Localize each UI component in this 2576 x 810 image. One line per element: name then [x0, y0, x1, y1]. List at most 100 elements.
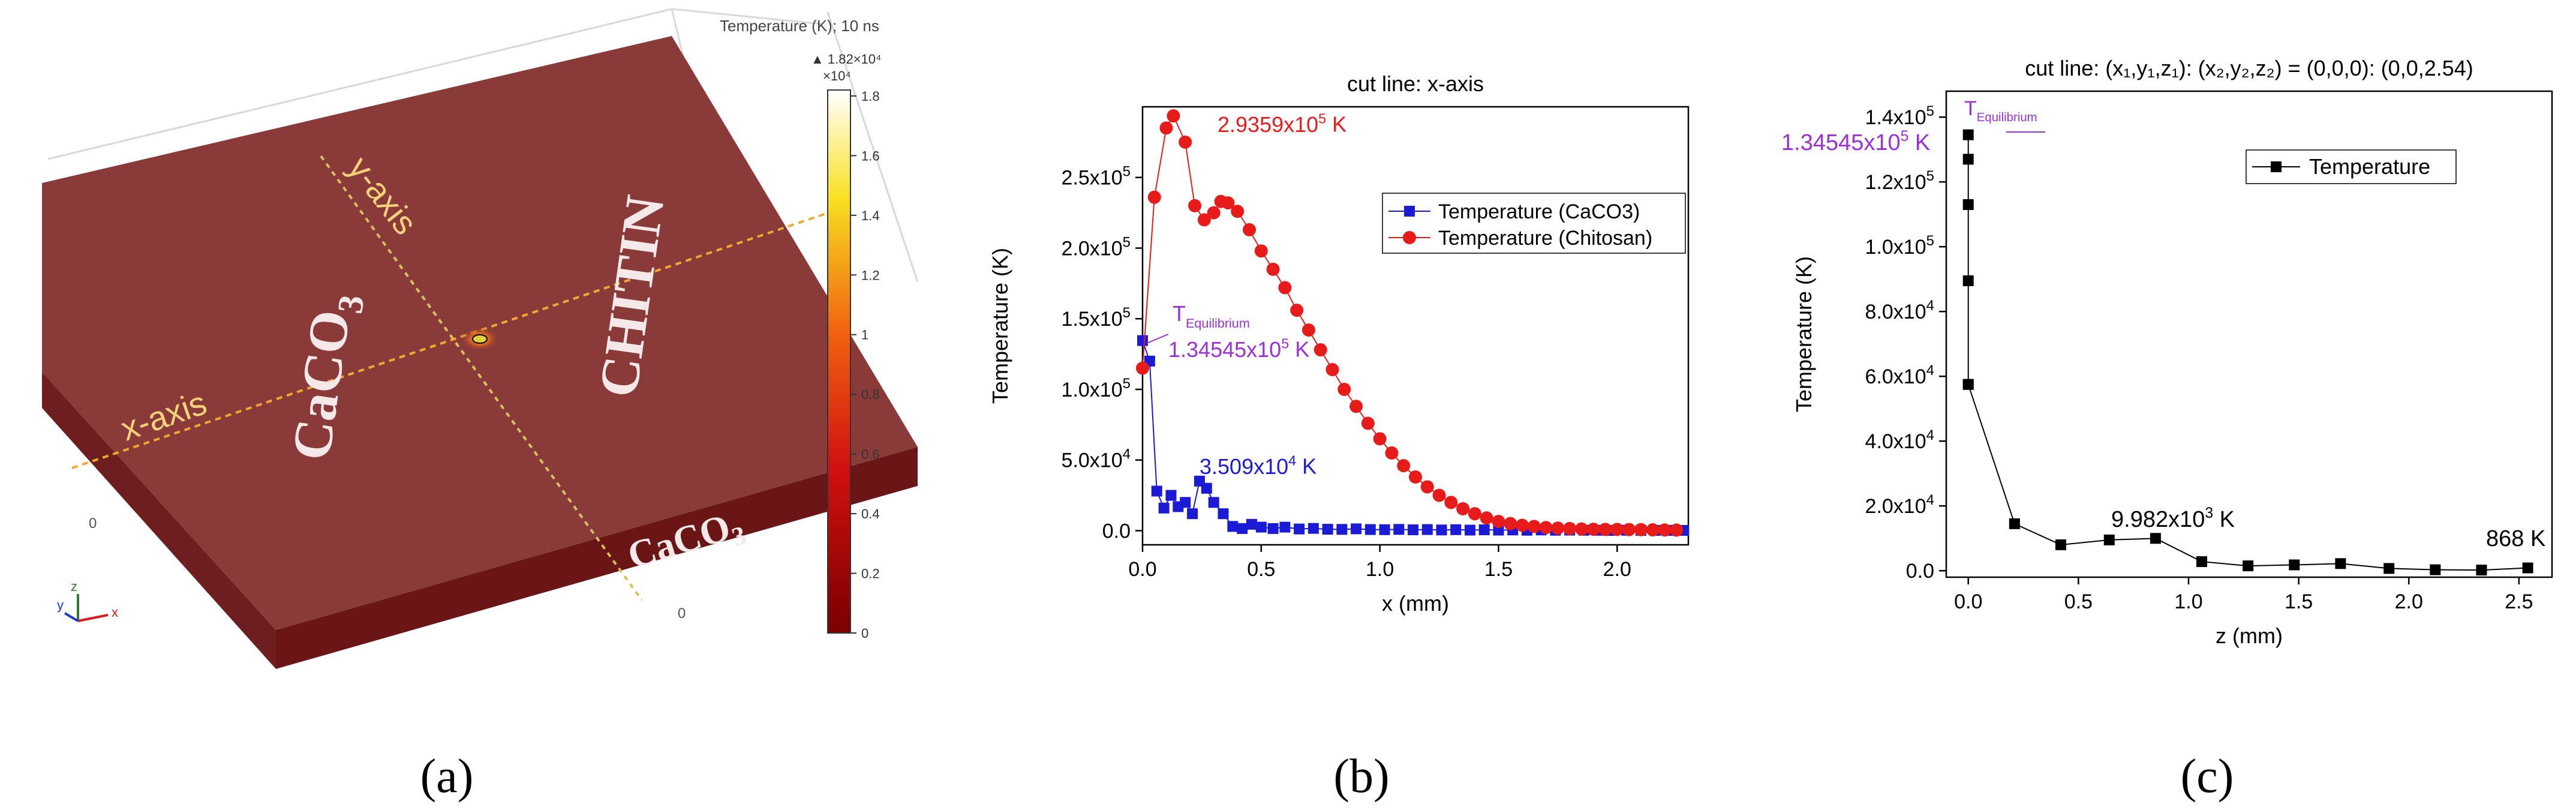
y-tick-label: 2.0x105 [1062, 234, 1131, 260]
legend-box [1382, 193, 1686, 254]
y-tick-label: 1.0x105 [1062, 376, 1131, 401]
data-point [1962, 379, 1974, 390]
data-point [1379, 524, 1390, 535]
annotation-peak-caco3: 3.509x104 K [1200, 453, 1316, 479]
data-point [1450, 524, 1462, 535]
data-point [1167, 109, 1180, 123]
data-point [1188, 199, 1202, 212]
data-point [1322, 524, 1333, 535]
annotation-end-value: 868 K [2486, 526, 2545, 551]
data-point [1243, 223, 1257, 236]
x-tick-label: 0.0 [1954, 590, 1982, 613]
data-point [2103, 534, 2115, 545]
data-point [1456, 502, 1470, 515]
data-point [1670, 523, 1684, 537]
data-point [1586, 523, 1600, 536]
legend-label: Temperature (Chitosan) [1438, 227, 1652, 250]
data-point [2522, 562, 2533, 574]
data-point [1622, 523, 1636, 536]
data-point [1436, 524, 1447, 536]
data-point [1393, 524, 1405, 535]
data-point [2009, 518, 2020, 529]
data-point [1408, 524, 1419, 536]
data-point [1962, 129, 1974, 140]
data-point [1421, 524, 1433, 535]
x-tick-label: 1.5 [2285, 590, 2313, 613]
plot-frame [1141, 106, 1690, 546]
plot-frame [1945, 90, 2553, 578]
data-point [1294, 523, 1305, 535]
data-point [1336, 524, 1348, 535]
data-point [1364, 524, 1376, 535]
data-point [1962, 154, 1974, 165]
data-point [1301, 323, 1315, 337]
colorbar-ticks: 1.8 1.6 1.4 1.2 1 0.8 0.6 0.4 0.2 0 [850, 89, 880, 641]
data-point [1349, 400, 1363, 413]
colorbar-multiplier: ×10⁴ [823, 68, 851, 83]
data-point [1266, 262, 1280, 276]
y-tick-label: 2.0x104 [1865, 492, 1934, 518]
y-tick-label: 1.5x105 [1062, 305, 1131, 331]
data-point [1187, 508, 1198, 520]
y-tick-label: 2.5x105 [1062, 164, 1131, 190]
data-point [1598, 523, 1612, 536]
data-point [1159, 121, 1173, 135]
data-point [1151, 485, 1162, 497]
x-tick-label: 2.5 [2505, 590, 2533, 613]
data-point [1432, 488, 1446, 502]
x-tick-label: 2.0 [2395, 590, 2423, 613]
data-point [1278, 281, 1292, 295]
data-point [1516, 518, 1529, 532]
x-tick-label: 0.5 [2064, 590, 2093, 613]
data-point [2150, 533, 2161, 544]
data-point [1610, 523, 1624, 536]
panel-b-chart: cut line: x-axis x (mm) Temperature (K) 0.0… [988, 71, 1690, 616]
colorbar-max-label: ▲ 1.82×10⁴ [811, 52, 881, 67]
data-point [1373, 432, 1387, 446]
data-point [1221, 196, 1235, 210]
data-point [1325, 363, 1339, 376]
panel-label-c: (c) [2181, 750, 2234, 803]
legend-marker [1403, 231, 1416, 244]
data-point [2383, 563, 2395, 574]
y-tick-label: 1.2x105 [1865, 168, 1934, 194]
data-point [1237, 523, 1248, 534]
data-point [1397, 459, 1411, 473]
colorbar [827, 89, 851, 634]
colorbar-tick-label: 0 [861, 626, 868, 641]
data-point [1385, 446, 1399, 460]
colorbar-tick-label: 1.6 [861, 148, 880, 163]
legend: Temperature [2246, 149, 2457, 184]
colorbar-tick-label: 1.4 [861, 208, 880, 223]
chart-title: cut line: x-axis [1347, 71, 1484, 96]
annotation-arrow [1146, 334, 1169, 344]
zero-label-left: 0 [89, 515, 97, 532]
data-point [1468, 507, 1481, 521]
colorbar-tick-label: 0.6 [861, 447, 880, 462]
data-point [1137, 335, 1148, 346]
data-point [1255, 521, 1267, 533]
series-line-0 [1967, 134, 2528, 571]
data-point [1313, 343, 1327, 357]
x-tick-label: 0.5 [1247, 558, 1275, 581]
colorbar-tick-label: 0.2 [861, 566, 880, 581]
x-tick-label: 1.0 [1366, 558, 1394, 581]
zero-label-right: 0 [678, 605, 686, 622]
chart-title: cut line: (x₁,y₁,z₁): (x₂,y₂,z₂) = (0,0,… [2025, 56, 2473, 80]
panel-label-b: (b) [1333, 750, 1389, 803]
data-point [1634, 523, 1648, 536]
colorbar-tick-label: 1.2 [861, 268, 880, 283]
data-point [2055, 539, 2066, 550]
data-point [1231, 205, 1245, 218]
x-axis-title: x (mm) [1382, 591, 1449, 616]
data-point [1962, 275, 1974, 286]
data-point [1480, 511, 1493, 525]
data-point [1444, 496, 1458, 509]
y-tick-label: 1.4x105 [1865, 103, 1934, 129]
y-tick-label: 0.0 [1906, 560, 1934, 583]
y-tick-label: 0.0 [1102, 520, 1131, 542]
data-point [1208, 497, 1219, 508]
data-point [1279, 521, 1291, 533]
data-point [1227, 521, 1239, 532]
data-point [1218, 508, 1229, 520]
